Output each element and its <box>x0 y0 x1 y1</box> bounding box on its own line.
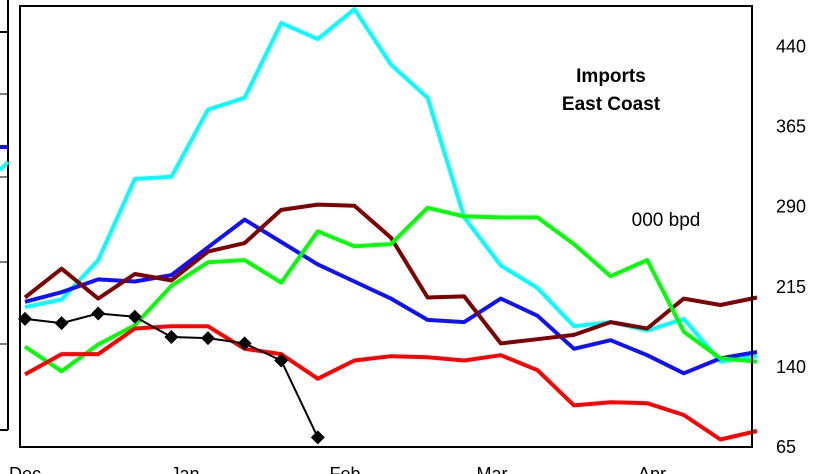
adjacent-chart-fragment <box>0 0 10 431</box>
x-tick-label: Feb <box>329 464 360 474</box>
x-tick-label: Apr <box>638 464 666 474</box>
series-6-marker-3 <box>91 306 106 321</box>
series-6-marker-2 <box>54 316 69 331</box>
plot-frame <box>19 5 753 448</box>
unit-label: 000 bpd <box>632 210 701 231</box>
y-tick-label: 365 <box>776 117 806 137</box>
y-axis-labels: 65 140 215 290 365 440 <box>776 37 806 457</box>
series-line-5 <box>24 324 758 442</box>
series-line-3 <box>23 202 758 346</box>
series-line-1 <box>24 7 758 364</box>
x-tick-label: Jan <box>170 464 199 474</box>
y-tick-label: 290 <box>776 197 806 217</box>
series-layer <box>18 7 758 445</box>
chart-title-line-1: Imports <box>576 66 646 87</box>
series-6-marker-9 <box>310 430 325 445</box>
series-line-4 <box>23 205 758 374</box>
series-line-2 <box>24 217 758 376</box>
chart-title-line-2: East Coast <box>562 94 661 115</box>
adjacent-chart-series <box>0 160 10 172</box>
series-6-marker-7 <box>237 336 252 351</box>
series-6-marker-4 <box>127 309 142 324</box>
y-tick-label: 215 <box>776 277 806 297</box>
y-tick-label: 440 <box>776 37 806 57</box>
series-6-marker-6 <box>201 331 215 346</box>
series-6-marker-1 <box>18 311 32 326</box>
y-tick-label: 65 <box>776 437 796 457</box>
series-6-marker-5 <box>164 330 179 345</box>
y-tick-label: 140 <box>776 357 806 377</box>
series-6-marker-8 <box>274 353 289 368</box>
x-tick-label: Dec <box>9 464 41 474</box>
x-axis-labels: Dec Jan Feb Mar Apr <box>9 464 666 474</box>
x-tick-label: Mar <box>477 464 508 474</box>
